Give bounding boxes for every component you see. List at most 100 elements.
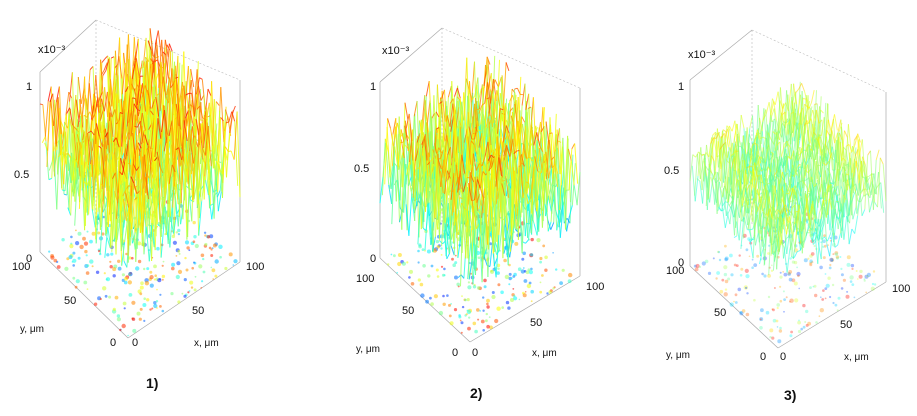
floor-contour-mark [771, 264, 773, 267]
surface-mesh-line [498, 183, 503, 235]
surface-mesh-line [118, 167, 123, 266]
surface-mesh-line [496, 171, 501, 259]
floor-contour-mark [851, 283, 855, 286]
surface-mesh-line [773, 145, 778, 178]
floor-contour-mark [466, 298, 470, 302]
surface-mesh-line [780, 103, 784, 121]
floor-contour-mark [401, 261, 406, 266]
surface-mesh-line [148, 157, 153, 233]
surface-mesh-line [118, 56, 123, 79]
surface-mesh-line [751, 189, 756, 222]
floor-contour-mark [840, 267, 843, 270]
surface-mesh-line [176, 112, 181, 167]
floor-contour-mark [48, 250, 51, 253]
surface-mesh-line [48, 161, 53, 171]
surface-mesh-line [488, 155, 493, 171]
surface-mesh-line [789, 188, 794, 200]
floor-contour-mark [193, 288, 197, 292]
surface-mesh-line [387, 118, 391, 129]
surface-mesh-line [456, 197, 461, 239]
surface-mesh-line [779, 114, 783, 141]
back-right-edge [95, 19, 241, 81]
floor-contour-mark [53, 258, 58, 263]
floor-contour-mark [467, 285, 472, 290]
surface-mesh-line [762, 136, 767, 140]
surface-mesh-line [499, 171, 504, 259]
surface-mesh-line [471, 94, 476, 101]
surface-mesh-line [162, 207, 167, 235]
floor-contour-mark [103, 272, 106, 275]
surface-mesh-line [496, 90, 501, 106]
y-tick-label: 100 [12, 261, 30, 273]
floor-contour-mark [500, 290, 504, 295]
surface-mesh-line [103, 91, 108, 112]
floor-contour-mark [110, 252, 114, 256]
surface-mesh-line [521, 83, 526, 106]
floor-contour-mark [779, 285, 782, 288]
floor-contour-mark [822, 256, 826, 260]
surface-mesh-line [718, 131, 723, 188]
floor-contour-mark [834, 252, 839, 256]
surface-mesh-line [460, 191, 464, 287]
surface-mesh-line [724, 181, 729, 203]
surface-mesh-line [754, 232, 759, 246]
floor-contour-mark [123, 280, 128, 285]
surface-mesh-line [848, 144, 853, 152]
surface-mesh-line [774, 185, 779, 207]
surface-mesh-line [479, 188, 484, 198]
surface-mesh-line [120, 211, 125, 262]
surface-mesh-line [491, 79, 496, 95]
surface-mesh-line [461, 154, 466, 174]
surface-mesh-line [712, 171, 717, 180]
surface-mesh-line [217, 191, 222, 212]
surface-mesh-line [165, 183, 170, 235]
surface-mesh-line [839, 157, 844, 171]
surface-mesh-line [124, 158, 129, 263]
floor-contour-mark [419, 282, 424, 287]
surface-mesh-line [99, 203, 104, 255]
floor-contour-mark [811, 261, 814, 264]
floor-contour-mark [454, 261, 458, 265]
floor-contour-mark [823, 244, 827, 248]
surface-mesh-line [93, 123, 97, 174]
floor-contour-mark [727, 277, 731, 281]
surface-mesh-line [807, 95, 812, 137]
surface-mesh-line [174, 196, 179, 227]
surface-mesh-line [153, 178, 157, 225]
surface-mesh-line [66, 166, 71, 187]
surface-mesh-line [139, 188, 144, 234]
surface-mesh-line [73, 126, 78, 161]
surface-mesh-line [169, 77, 174, 105]
surface-mesh-line [105, 58, 110, 71]
floor-contour-mark [824, 297, 827, 300]
surface-mesh-line [455, 176, 459, 187]
surface-mesh-line [841, 167, 846, 209]
floor-contour-mark [512, 275, 516, 278]
surface-mesh-line [570, 160, 575, 186]
surface-mesh-line [179, 81, 183, 103]
surface-mesh-line [135, 93, 140, 141]
floor-contour-mark [747, 237, 751, 241]
surface-mesh-line [451, 225, 455, 240]
surface-mesh-line [211, 145, 216, 171]
surface-mesh-line [556, 210, 561, 231]
floor-contour-mark [146, 298, 150, 302]
floor-contour-mark [829, 263, 832, 267]
floor-front-right [777, 281, 887, 349]
floor-contour-mark [153, 301, 157, 305]
surface-mesh-line [404, 102, 409, 120]
surface-mesh-line [816, 179, 821, 193]
surface-mesh-line [119, 112, 124, 115]
y-tick-label: 50 [402, 305, 414, 317]
surface-mesh-line [801, 83, 805, 92]
surface-mesh-line [696, 178, 701, 182]
surface-mesh-line [379, 177, 384, 204]
surface-mesh-line [462, 180, 467, 192]
floor-contour-mark [552, 287, 555, 290]
floor-contour-mark [83, 280, 88, 285]
floor-contour-mark [765, 310, 770, 315]
surface-mesh-line [463, 128, 468, 143]
floor-contour-mark [693, 264, 697, 268]
x-tick-label: 0 [132, 337, 138, 349]
floor-contour-mark [846, 290, 849, 293]
